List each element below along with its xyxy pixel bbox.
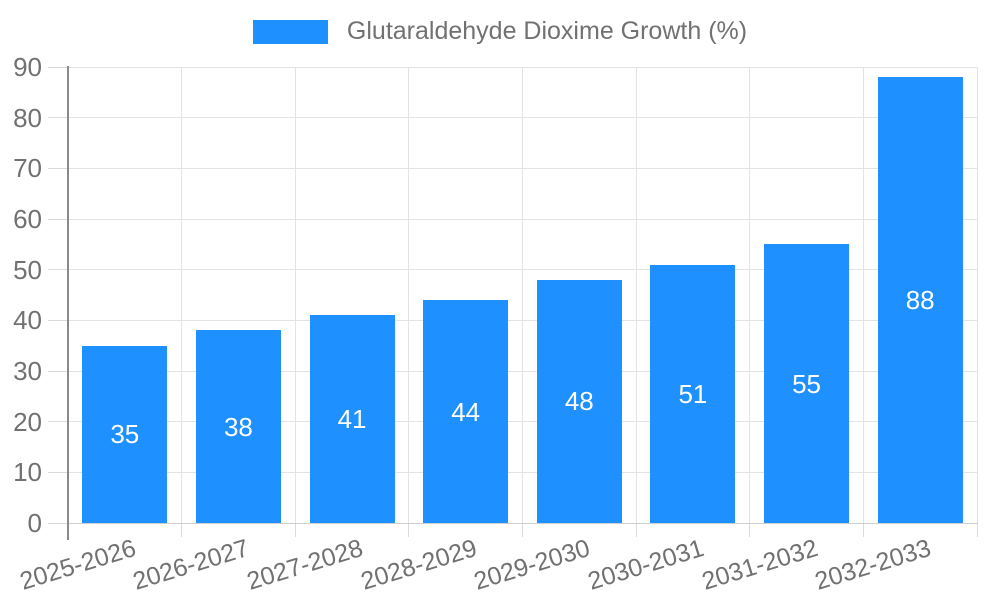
y-axis-tick (48, 319, 68, 321)
bar-value-label: 48 (564, 386, 594, 417)
bar-value-label: 44 (451, 396, 481, 427)
y-axis-tick (48, 269, 68, 271)
legend-label[interactable]: Glutaraldehyde Dioxime Growth (%) (346, 17, 748, 45)
y-axis-tick (48, 370, 68, 372)
bar-value-label: 88 (905, 285, 935, 316)
bar[interactable] (423, 300, 509, 523)
y-tick-label: 60 (13, 204, 42, 234)
grid-line-vertical (976, 67, 978, 523)
y-axis-tick (48, 167, 68, 169)
bar[interactable] (82, 345, 168, 523)
y-tick-label: 0 (27, 508, 42, 538)
legend-swatch[interactable] (252, 19, 328, 44)
x-axis-tick (635, 523, 637, 537)
x-axis-line (68, 522, 977, 524)
x-tick-label: 2025-2026 (16, 534, 139, 596)
x-tick-label: 2029-2030 (470, 534, 594, 596)
bar-value-label: 51 (678, 378, 708, 409)
x-axis-tick (976, 523, 978, 537)
x-axis-tick (862, 523, 864, 537)
bar[interactable] (764, 244, 850, 523)
y-axis-tick (48, 471, 68, 473)
y-axis-tick (48, 117, 68, 119)
x-axis-tick (408, 523, 410, 537)
x-axis-tick (749, 523, 751, 537)
legend[interactable]: Glutaraldehyde Dioxime Growth (%) (0, 17, 1000, 46)
grid-line-vertical (862, 67, 864, 523)
y-axis-tick (48, 421, 68, 423)
grid-line-vertical (749, 67, 751, 523)
grid-line-vertical (294, 67, 296, 523)
y-axis-tick (48, 66, 68, 68)
y-tick-label: 40 (13, 305, 42, 336)
x-tick-label: 2026-2027 (130, 534, 253, 596)
x-tick-label: 2030-2031 (584, 534, 708, 596)
bar[interactable] (877, 77, 963, 523)
y-tick-label: 90 (13, 52, 42, 82)
bar-value-label: 38 (223, 411, 253, 442)
y-axis-tick (48, 522, 68, 524)
y-tick-label: 70 (13, 153, 42, 184)
y-tick-label: 80 (13, 102, 42, 133)
x-tick-label: 2027-2028 (243, 534, 367, 596)
grid-line-vertical (522, 67, 523, 523)
x-tick-label: 2031-2032 (698, 534, 821, 596)
y-tick-label: 30 (13, 356, 42, 386)
x-axis-tick (294, 523, 296, 537)
y-axis-line (67, 66, 69, 540)
bar-value-label: 55 (792, 368, 822, 399)
grid-line-vertical (181, 67, 183, 523)
bar[interactable] (309, 315, 395, 523)
grid-line-vertical (408, 67, 410, 523)
y-axis-tick (48, 218, 68, 220)
x-tick-label: 2028-2029 (357, 534, 480, 596)
bar[interactable] (195, 330, 281, 523)
x-axis-tick (522, 523, 523, 537)
y-tick-label: 20 (13, 406, 42, 437)
y-tick-label: 50 (13, 254, 42, 285)
grid-line-vertical (635, 67, 637, 523)
x-axis-tick (181, 523, 183, 537)
y-tick-label: 10 (13, 457, 42, 488)
bar-value-label: 41 (337, 404, 367, 435)
bar[interactable] (650, 264, 736, 523)
x-tick-label: 2032-2033 (811, 534, 935, 596)
bar[interactable] (536, 279, 622, 523)
bar-value-label: 35 (110, 419, 140, 450)
